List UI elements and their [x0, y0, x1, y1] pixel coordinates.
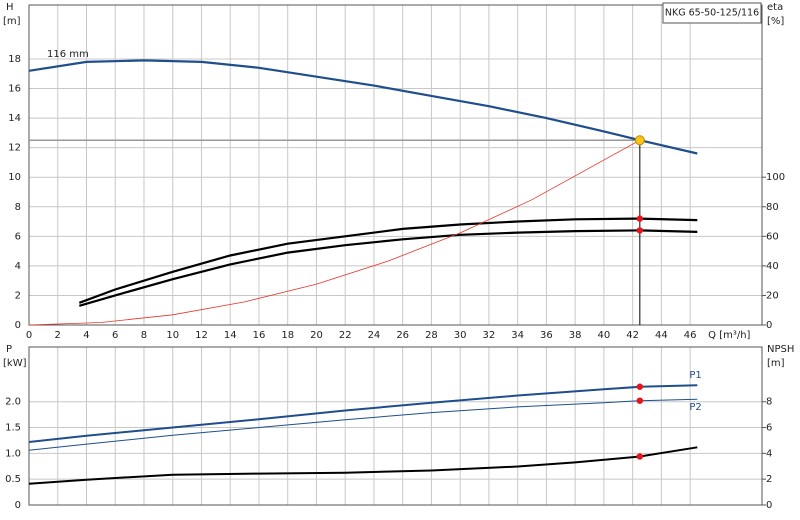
curve: [28, 398, 698, 451]
y2-tick-label: 2: [766, 474, 772, 485]
y-tick-label: 4: [15, 261, 21, 272]
x-tick-label: 20: [310, 330, 323, 341]
y2-axis-label: [%]: [767, 16, 784, 27]
x-tick-label: 12: [195, 330, 208, 341]
duty-marker: [636, 383, 644, 390]
y2-axis-label: NPSH: [767, 344, 794, 355]
curve: [78, 229, 698, 307]
y2-tick-label: 80: [766, 202, 779, 213]
y2-tick-label: 4: [766, 448, 772, 459]
duty-marker: [636, 397, 644, 404]
x-tick-label: 2: [55, 330, 61, 341]
series-label: P1: [689, 370, 701, 381]
x-tick-label: 46: [684, 330, 697, 341]
x-tick-label: 36: [540, 330, 553, 341]
curve: [28, 139, 640, 326]
plot-frame: [28, 4, 763, 326]
duty-marker: [636, 227, 644, 234]
y-tick-label: 2: [15, 290, 21, 301]
x-tick-label: 0: [26, 330, 32, 341]
x-tick-label: 4: [83, 330, 89, 341]
y-axis-label: H: [6, 2, 14, 13]
chart-title: NKG 65-50-125/116: [665, 8, 759, 19]
curve: [28, 59, 698, 155]
x-tick-label: 42: [626, 330, 639, 341]
x-tick-label: 16: [253, 330, 266, 341]
duty-point: [634, 135, 645, 146]
x-axis-label: Q [m³/h]: [708, 330, 750, 341]
y-tick-label: 2.0: [5, 397, 21, 408]
y2-tick-label: 6: [766, 423, 772, 434]
y-tick-label: 18: [8, 54, 21, 65]
y-tick-label: 0: [15, 320, 21, 331]
title-box: [662, 2, 762, 24]
curve: [78, 217, 698, 304]
series-label: P2: [689, 402, 701, 413]
x-tick-label: 24: [368, 330, 381, 341]
curve: [28, 384, 698, 443]
x-tick-label: 8: [141, 330, 147, 341]
y-tick-label: 0: [15, 500, 21, 511]
x-tick-label: 26: [396, 330, 409, 341]
y2-tick-label: 0: [766, 500, 772, 511]
y2-tick-label: 100: [766, 172, 785, 183]
curve-annotation: 116 mm: [47, 49, 89, 60]
duty-marker: [636, 453, 644, 460]
y2-tick-label: 20: [766, 290, 779, 301]
plot-frame: [28, 346, 763, 506]
y2-tick-label: 8: [766, 397, 772, 408]
y-tick-label: 6: [15, 231, 21, 242]
x-tick-label: 14: [224, 330, 237, 341]
y-tick-label: 8: [15, 202, 21, 213]
y-tick-label: 10: [8, 172, 21, 183]
duty-marker: [636, 215, 644, 222]
x-tick-label: 32: [483, 330, 496, 341]
y2-axis-label: [m]: [767, 358, 785, 369]
y-tick-label: 1.5: [5, 423, 21, 434]
y-axis-label: P: [6, 344, 12, 355]
x-tick-label: 30: [454, 330, 467, 341]
y-tick-label: 16: [8, 84, 21, 95]
y-axis-label: [m]: [3, 16, 21, 27]
y2-tick-label: 40: [766, 261, 779, 272]
x-tick-label: 6: [112, 330, 118, 341]
y-tick-label: 0.5: [5, 474, 21, 485]
x-tick-label: 10: [166, 330, 179, 341]
x-tick-label: 22: [339, 330, 352, 341]
y2-tick-label: 60: [766, 231, 779, 242]
curve: [28, 446, 698, 485]
y-tick-label: 14: [8, 113, 21, 124]
y2-axis-label: eta: [767, 2, 783, 13]
y2-tick-label: 0: [766, 320, 772, 331]
x-tick-label: 38: [569, 330, 582, 341]
x-tick-label: 40: [598, 330, 611, 341]
x-tick-label: 34: [511, 330, 524, 341]
y-tick-label: 12: [8, 143, 21, 154]
y-axis-label: [kW]: [3, 358, 27, 369]
y-tick-label: 1.0: [5, 448, 21, 459]
x-tick-label: 28: [425, 330, 438, 341]
x-tick-label: 18: [281, 330, 294, 341]
x-tick-label: 44: [655, 330, 668, 341]
